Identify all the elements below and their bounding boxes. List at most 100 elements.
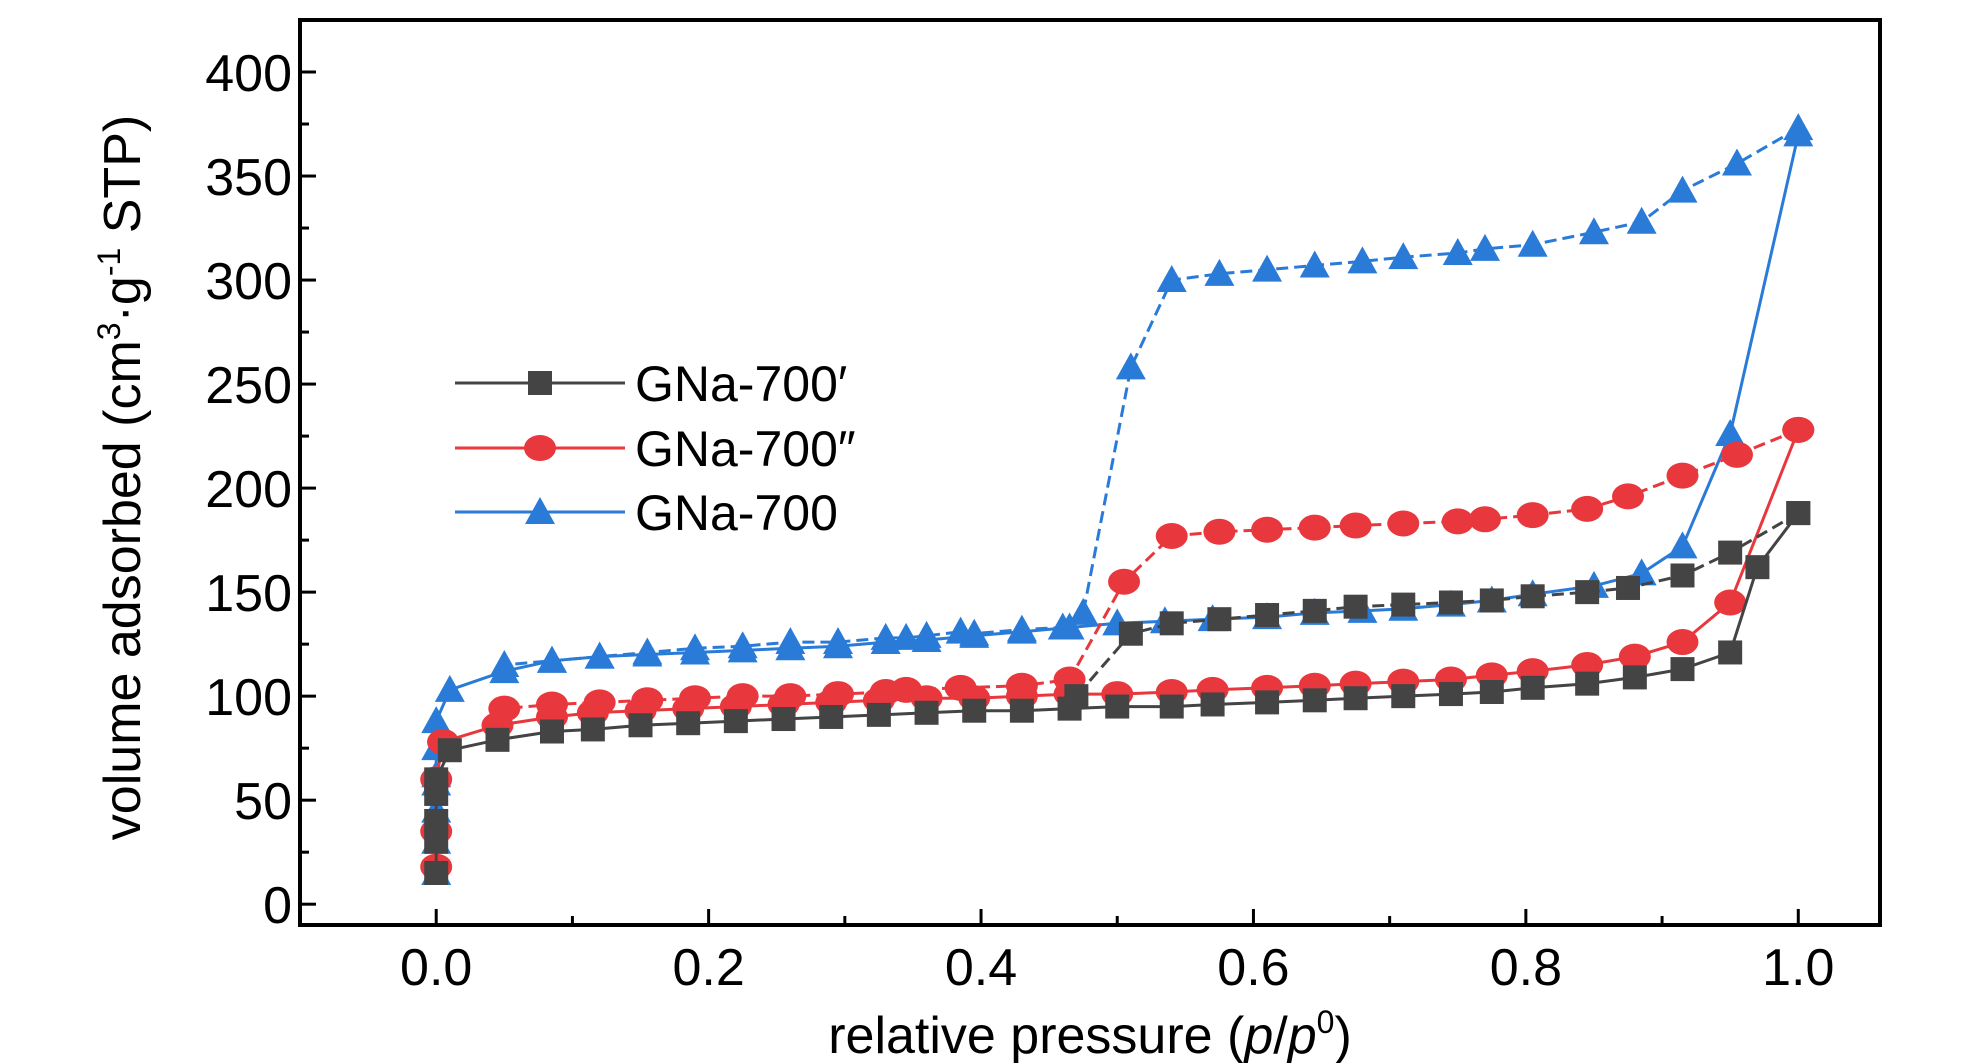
data-point [1009, 698, 1034, 723]
legend: GNa-700′ GNa-700″ GNa-700 [455, 356, 856, 541]
data-point [1438, 682, 1463, 707]
data-point [1786, 501, 1811, 526]
data-point [1670, 563, 1695, 588]
data-point [1441, 508, 1474, 535]
data-point [1670, 657, 1695, 682]
legend-label: GNa-700′ [635, 356, 847, 412]
data-point [434, 674, 465, 702]
x-axis-title: relative pressure (p/p0) [828, 1004, 1352, 1063]
data-point [485, 727, 510, 752]
data-point [1578, 217, 1609, 245]
data-point [1667, 531, 1698, 559]
data-point [771, 707, 796, 732]
y-tick-label: 200 [205, 461, 292, 519]
data-point [962, 698, 987, 723]
data-point [1388, 242, 1419, 270]
data-point [1343, 686, 1368, 711]
data-point [424, 829, 449, 854]
legend-marker [524, 435, 556, 461]
data-point [726, 683, 759, 710]
x-tick-label: 0.8 [1490, 939, 1562, 997]
data-point [1718, 540, 1743, 565]
data-point [1302, 688, 1327, 713]
data-point [1612, 483, 1645, 510]
data-point [1520, 584, 1545, 609]
x-tick-label: 0.0 [400, 939, 472, 997]
data-point [676, 711, 701, 736]
data-point [437, 738, 462, 763]
data-point [1571, 495, 1604, 522]
y-tick-label: 250 [205, 357, 292, 415]
data-point [1666, 462, 1699, 489]
y-tick-label: 350 [205, 149, 292, 207]
data-point [1339, 512, 1372, 539]
x-axis: 0.0 0.2 0.4 0.6 0.8 1.0 [298, 909, 1834, 997]
data-point [944, 674, 977, 701]
data-point [1391, 684, 1416, 709]
data-point [870, 622, 901, 650]
data-point [1479, 588, 1504, 613]
data-point [580, 717, 605, 742]
data-point [723, 709, 748, 734]
legend-marker [525, 497, 555, 524]
data-point [1155, 522, 1188, 549]
series-line-desorption [504, 428, 1799, 711]
y-tick-label: 100 [205, 669, 292, 727]
data-point [1470, 233, 1500, 261]
data-point [1666, 629, 1699, 656]
data-point [424, 860, 449, 885]
data-point [535, 691, 568, 718]
x-tick-label: 1.0 [1762, 939, 1834, 997]
data-point [632, 637, 663, 665]
data-point [1442, 238, 1473, 266]
data-point [1064, 684, 1089, 709]
data-point [866, 702, 891, 727]
data-point [1068, 597, 1099, 625]
data-point [1200, 692, 1225, 717]
data-point [583, 689, 616, 716]
data-point [1204, 258, 1235, 286]
data-point [1783, 113, 1814, 141]
data-point [1005, 672, 1038, 699]
data-point [1118, 621, 1143, 646]
data-point [911, 620, 942, 648]
data-point [1298, 514, 1331, 541]
data-point [869, 678, 902, 705]
data-point [1575, 580, 1600, 605]
data-point [488, 695, 521, 722]
data-point [536, 645, 567, 673]
series-triangle [421, 113, 1814, 885]
data-point [1159, 611, 1184, 636]
data-point [628, 713, 653, 738]
data-point [1571, 651, 1604, 678]
data-point [1299, 250, 1330, 278]
legend-label: GNa-700 [635, 485, 838, 541]
data-point [631, 687, 664, 714]
series-square [424, 501, 1811, 885]
data-point [1006, 614, 1037, 642]
y-axis-title: volume adsorbed (cm3·g-1 STP) [91, 115, 152, 840]
data-point [823, 627, 854, 655]
data-point [424, 767, 449, 792]
data-point [727, 631, 758, 659]
data-point [1115, 352, 1146, 380]
data-point [1745, 555, 1770, 580]
data-point [424, 808, 449, 833]
x-tick-label: 0.6 [1217, 939, 1289, 997]
data-point [1203, 518, 1236, 545]
data-point [1626, 206, 1657, 234]
data-point [1108, 568, 1141, 595]
data-point [1616, 575, 1641, 600]
data-point [1667, 175, 1698, 203]
data-point [819, 704, 844, 729]
data-point [1469, 506, 1501, 533]
data-point [1718, 640, 1743, 665]
data-point [1520, 675, 1545, 700]
data-point [822, 681, 855, 708]
legend-marker [528, 371, 552, 395]
y-tick-label: 400 [205, 45, 292, 103]
data-point [1575, 671, 1600, 696]
data-point [1517, 229, 1548, 257]
data-point [1159, 694, 1184, 719]
data-point [1252, 254, 1283, 282]
